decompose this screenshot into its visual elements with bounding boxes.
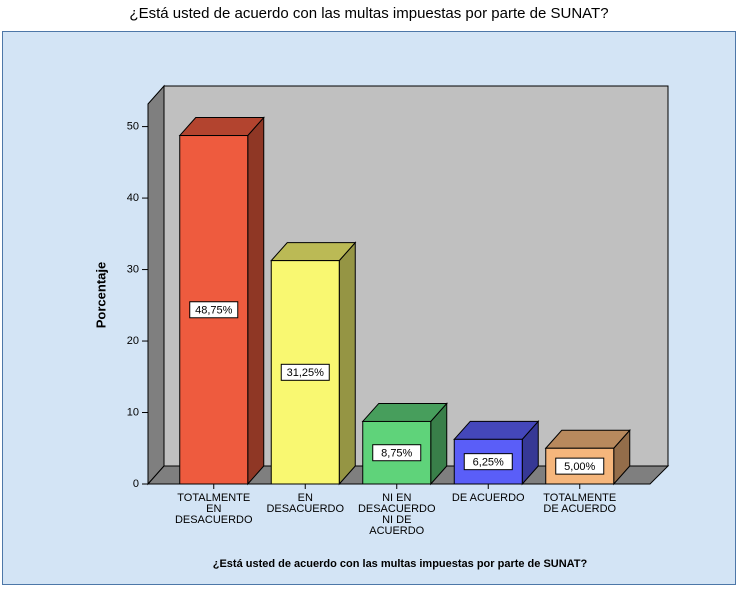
y-tick-label: 40 bbox=[127, 192, 139, 204]
y-tick-label: 30 bbox=[127, 263, 139, 275]
x-axis-label: ¿Está usted de acuerdo con las multas im… bbox=[213, 558, 588, 570]
value-label-box bbox=[372, 444, 422, 462]
value-label-box bbox=[555, 457, 605, 475]
value-label-box bbox=[280, 363, 330, 381]
x-tick-label: NI DE bbox=[382, 514, 411, 526]
value-label-box bbox=[463, 453, 513, 471]
x-tick-label: DESACUERDO bbox=[175, 514, 253, 526]
bar-side bbox=[247, 116, 265, 486]
y-tick-label: 50 bbox=[127, 120, 139, 132]
value-label: 48,75% bbox=[195, 305, 233, 317]
value-label: 31,25% bbox=[287, 367, 325, 379]
left-wall bbox=[147, 84, 165, 486]
x-tick-label: EN bbox=[206, 503, 221, 515]
value-label-box bbox=[189, 301, 239, 319]
value-label: 8,75% bbox=[381, 448, 412, 460]
value-label: 5,00% bbox=[564, 461, 595, 473]
y-tick-label: 0 bbox=[133, 478, 139, 490]
bar-side bbox=[338, 241, 356, 486]
x-tick-label: ACUERDO bbox=[369, 525, 424, 537]
x-tick-label: EN bbox=[298, 492, 313, 504]
value-label: 6,25% bbox=[473, 457, 504, 469]
x-tick-label: DE ACUERDO bbox=[452, 492, 525, 504]
x-tick-label: DESACUERDO bbox=[358, 503, 436, 515]
y-tick-label: 20 bbox=[127, 335, 139, 347]
y-axis-label: Porcentaje bbox=[93, 262, 108, 328]
y-tick-label: 10 bbox=[127, 406, 139, 418]
x-tick-label: DE ACUERDO bbox=[543, 503, 616, 515]
x-tick-label: NI EN bbox=[382, 492, 411, 504]
x-tick-label: TOTALMENTE bbox=[177, 492, 250, 504]
chart-title: ¿Está usted de acuerdo con las multas im… bbox=[129, 5, 608, 22]
x-tick-label: TOTALMENTE bbox=[543, 492, 616, 504]
x-tick-label: DESACUERDO bbox=[266, 503, 344, 515]
